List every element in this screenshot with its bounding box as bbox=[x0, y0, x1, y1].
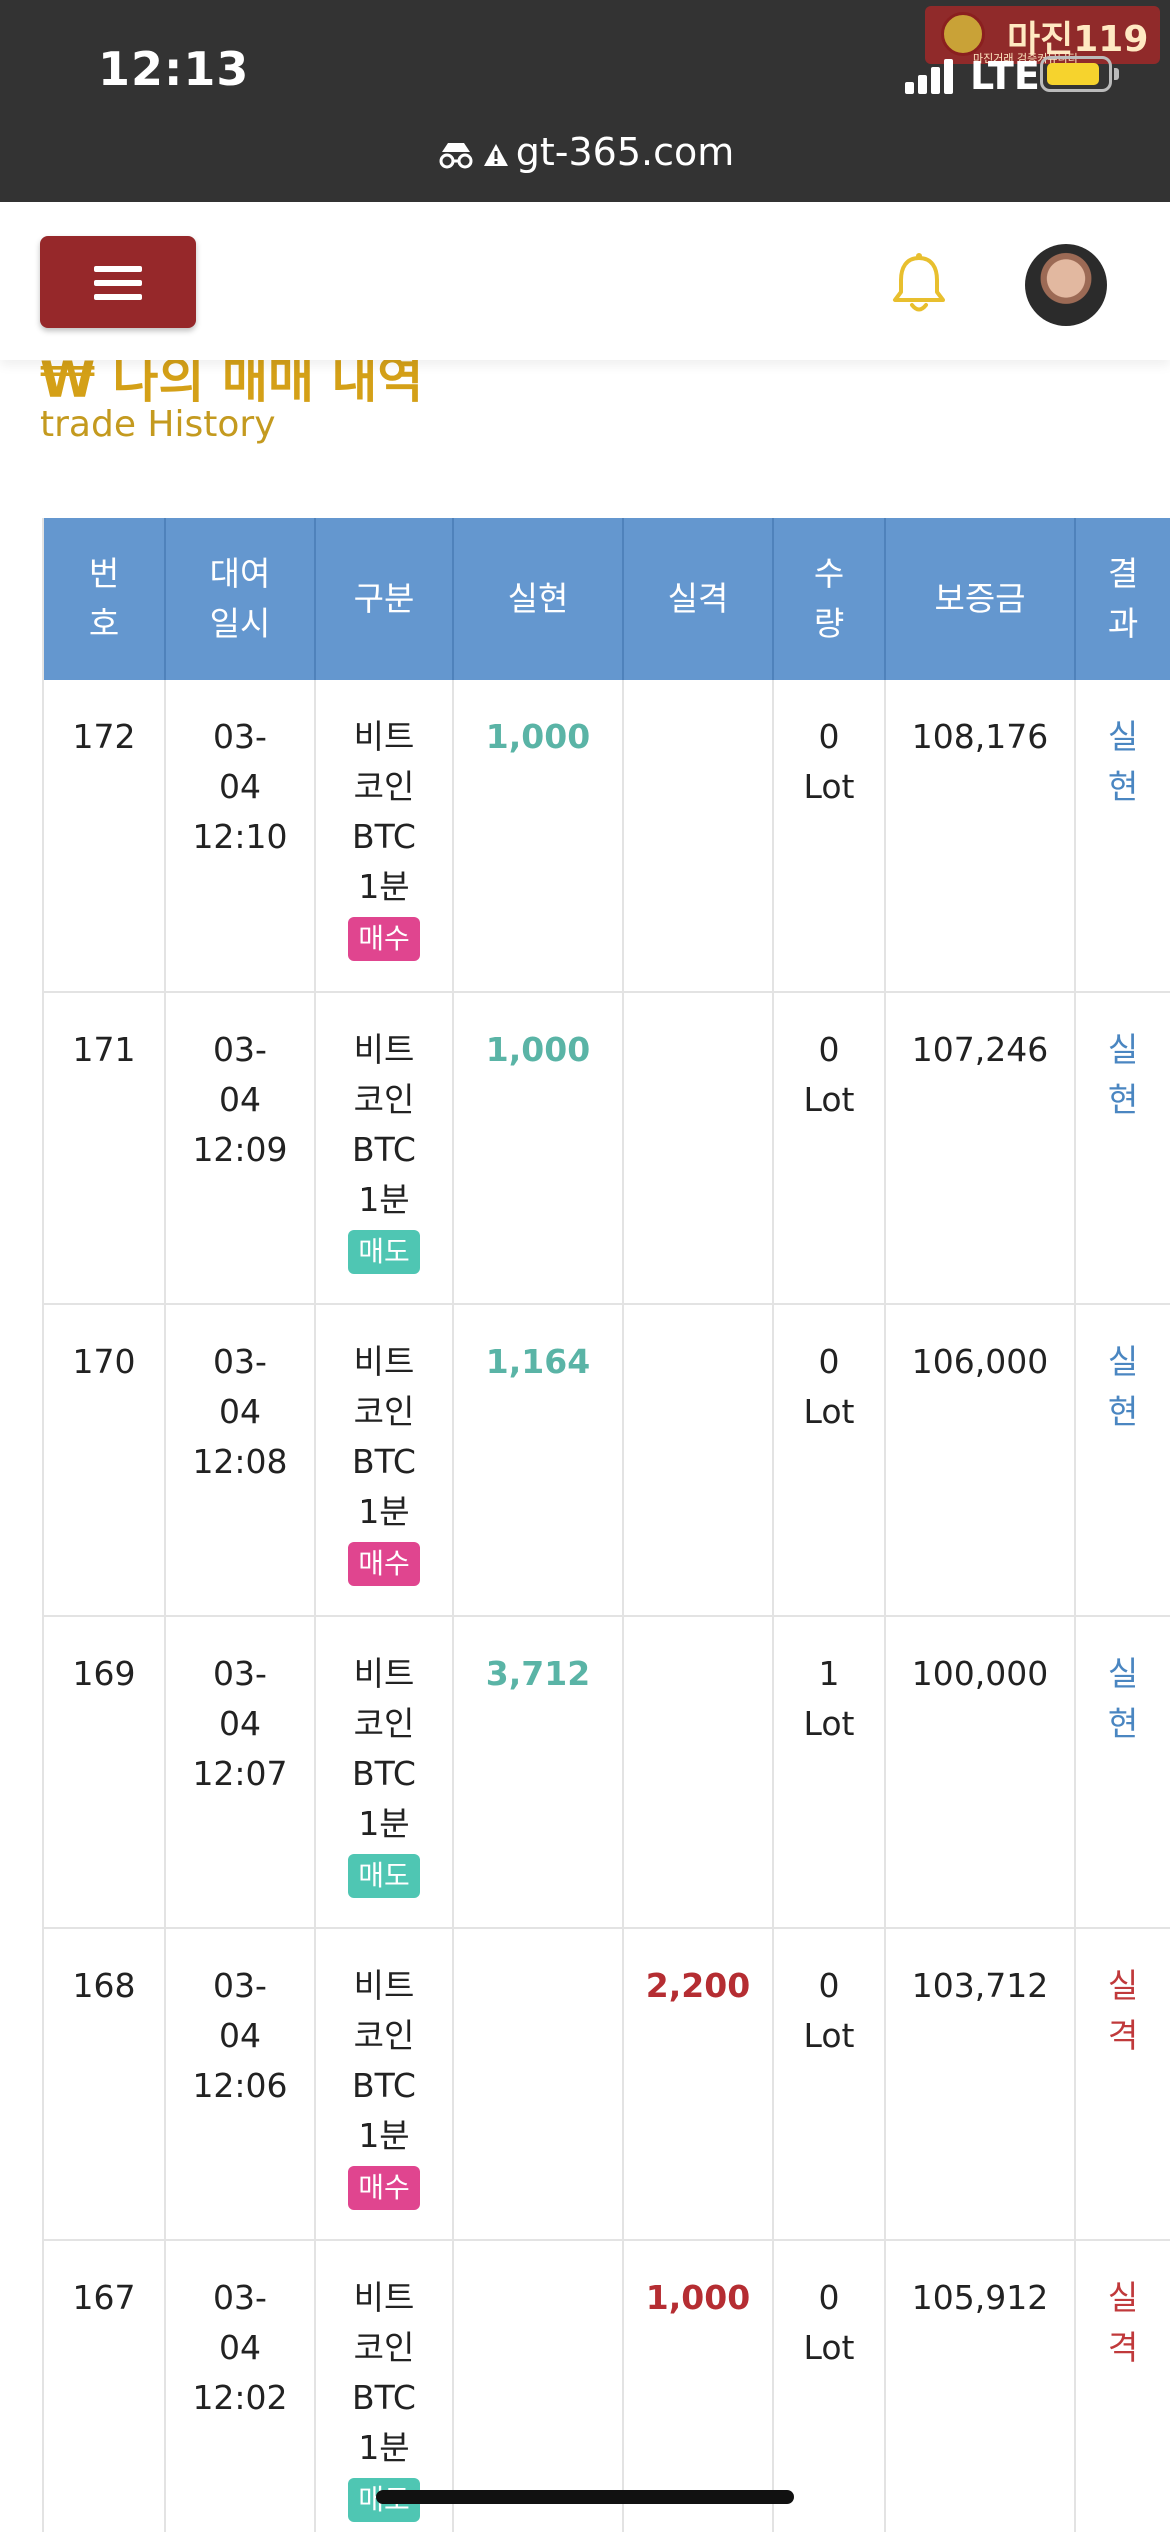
page-title: ₩ 나의 매매 내역 bbox=[40, 351, 424, 409]
cell-no: 169 bbox=[42, 1616, 166, 1929]
cell-loss bbox=[623, 680, 774, 993]
cell-result: 실 현 bbox=[1075, 992, 1170, 1305]
page-subtitle: trade History bbox=[40, 404, 276, 445]
avatar[interactable] bbox=[1025, 244, 1107, 326]
cell-result: 실 격 bbox=[1075, 2240, 1170, 2532]
cell-profit bbox=[453, 1928, 624, 2241]
cell-loss: 2,200 bbox=[623, 1928, 774, 2241]
url-text: gt-365.com bbox=[515, 130, 735, 174]
cell-date: 03- 04 12:06 bbox=[165, 1928, 316, 2241]
side-badge: 매수 bbox=[348, 1542, 420, 1586]
cell-date: 03- 04 12:02 bbox=[165, 2240, 316, 2532]
header-category: 구분 bbox=[315, 518, 454, 680]
cell-loss bbox=[623, 1616, 774, 1929]
private-browsing-icon bbox=[439, 142, 473, 168]
url-bar[interactable]: gt-365.com bbox=[0, 130, 1170, 174]
cell-result: 실 격 bbox=[1075, 1928, 1170, 2241]
header-no: 번 호 bbox=[42, 518, 166, 680]
cell-no: 172 bbox=[42, 680, 166, 993]
cell-deposit: 108,176 bbox=[885, 680, 1076, 993]
category-text: 비트 코인 BTC 1분 bbox=[352, 1342, 416, 1531]
side-badge: 매수 bbox=[348, 917, 420, 961]
cell-qty: 1 Lot bbox=[773, 1616, 886, 1929]
cell-result: 실 현 bbox=[1075, 1304, 1170, 1617]
bell-icon[interactable] bbox=[888, 252, 950, 316]
cell-qty: 0 Lot bbox=[773, 992, 886, 1305]
cell-loss bbox=[623, 992, 774, 1305]
watermark-badge-icon bbox=[941, 12, 985, 56]
side-badge: 매도 bbox=[348, 1230, 420, 1274]
cell-date: 03- 04 12:07 bbox=[165, 1616, 316, 1929]
cell-profit: 1,164 bbox=[453, 1304, 624, 1617]
side-badge: 매수 bbox=[348, 2166, 420, 2210]
watermark-logo: 마진119 마진거래 검증커뮤니티 bbox=[925, 6, 1160, 65]
status-time: 12:13 bbox=[98, 42, 250, 96]
status-bar: 12:13 마진119 마진거래 검증커뮤니티 LTE gt-365.com bbox=[0, 0, 1170, 202]
warning-icon bbox=[483, 143, 508, 166]
home-indicator bbox=[376, 2490, 794, 2504]
trade-history-table: 번 호 대여 일시 구분 실현 실격 수 량 보증금 결 과 172 03- 0… bbox=[42, 518, 1170, 2532]
battery-icon bbox=[1040, 56, 1119, 92]
side-badge: 매도 bbox=[348, 1854, 420, 1898]
header-result: 결 과 bbox=[1075, 518, 1170, 680]
cell-result: 실 현 bbox=[1075, 680, 1170, 993]
cell-qty: 0 Lot bbox=[773, 680, 886, 993]
cell-date: 03- 04 12:08 bbox=[165, 1304, 316, 1617]
cell-loss bbox=[623, 1304, 774, 1617]
cell-qty: 0 Lot bbox=[773, 1928, 886, 2241]
cell-no: 171 bbox=[42, 992, 166, 1305]
table-header-row: 번 호 대여 일시 구분 실현 실격 수 량 보증금 결 과 bbox=[42, 518, 1170, 680]
cell-date: 03- 04 12:10 bbox=[165, 680, 316, 993]
cell-no: 167 bbox=[42, 2240, 166, 2532]
cell-loss: 1,000 bbox=[623, 2240, 774, 2532]
cell-qty: 0 Lot bbox=[773, 1304, 886, 1617]
cell-profit: 1,000 bbox=[453, 680, 624, 993]
header-loss: 실격 bbox=[623, 518, 774, 680]
app-header bbox=[0, 202, 1170, 360]
cell-deposit: 105,912 bbox=[885, 2240, 1076, 2532]
cell-deposit: 100,000 bbox=[885, 1616, 1076, 1929]
watermark-suffix: 119 bbox=[1073, 19, 1149, 60]
cell-deposit: 106,000 bbox=[885, 1304, 1076, 1617]
cell-date: 03- 04 12:09 bbox=[165, 992, 316, 1305]
watermark-text: 마진 bbox=[1007, 19, 1074, 60]
menu-button[interactable] bbox=[40, 236, 196, 328]
signal-icon bbox=[905, 58, 955, 94]
header-deposit: 보증금 bbox=[885, 518, 1076, 680]
category-text: 비트 코인 BTC 1분 bbox=[352, 1654, 416, 1843]
cell-profit: 3,712 bbox=[453, 1616, 624, 1929]
cell-deposit: 103,712 bbox=[885, 1928, 1076, 2241]
header-date: 대여 일시 bbox=[165, 518, 316, 680]
category-text: 비트 코인 BTC 1분 bbox=[352, 2278, 416, 2467]
header-qty: 수 량 bbox=[773, 518, 886, 680]
category-text: 비트 코인 BTC 1분 bbox=[352, 1030, 416, 1219]
category-text: 비트 코인 BTC 1분 bbox=[352, 1966, 416, 2155]
network-type: LTE bbox=[970, 54, 1040, 98]
cell-profit bbox=[453, 2240, 624, 2532]
cell-profit: 1,000 bbox=[453, 992, 624, 1305]
cell-deposit: 107,246 bbox=[885, 992, 1076, 1305]
header-profit: 실현 bbox=[453, 518, 624, 680]
category-text: 비트 코인 BTC 1분 bbox=[352, 717, 416, 906]
cell-result: 실 현 bbox=[1075, 1616, 1170, 1929]
cell-no: 170 bbox=[42, 1304, 166, 1617]
cell-no: 168 bbox=[42, 1928, 166, 2241]
cell-qty: 0 Lot bbox=[773, 2240, 886, 2532]
watermark-sub: 마진거래 검증커뮤니티 bbox=[973, 52, 1078, 65]
